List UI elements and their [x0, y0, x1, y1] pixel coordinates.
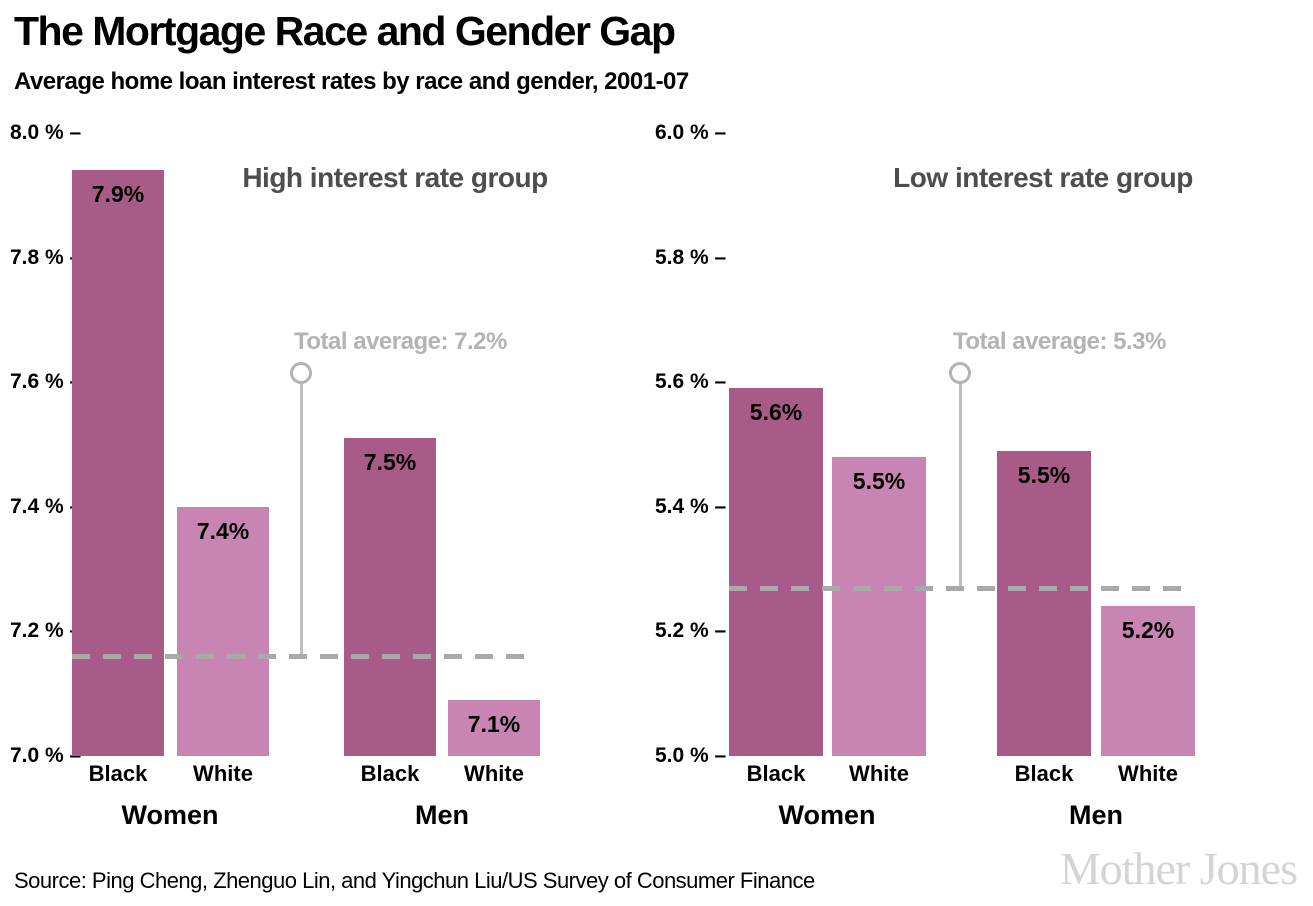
- bar-category-label: Black: [88, 761, 148, 786]
- y-axis-tick-label: 6.0 % –: [655, 121, 727, 144]
- average-annotation-stem: [959, 384, 962, 588]
- bar-category-label: White: [193, 761, 253, 786]
- y-axis-tick-label: 5.4 % –: [655, 494, 727, 518]
- y-axis-tick-label: 7.0 % –: [10, 744, 82, 767]
- group-label-women: Women: [778, 800, 876, 830]
- average-dashed-line: [72, 654, 537, 660]
- y-axis-tick-label: 7.6 % –: [10, 370, 82, 394]
- bar-women-black: [729, 388, 823, 756]
- average-annotation-stem: [300, 384, 303, 657]
- y-axis-tick-label: 5.0 % –: [655, 744, 727, 767]
- source-credit: Source: Ping Cheng, Zhenguo Lin, and Yin…: [14, 868, 815, 893]
- bar-category-label: White: [849, 761, 909, 786]
- y-axis-tick-label: 7.4 % –: [10, 494, 82, 518]
- bar-value-label: 5.2%: [1121, 617, 1175, 644]
- group-label-men: Men: [1069, 800, 1123, 830]
- bar-value-label: 5.6%: [749, 399, 803, 426]
- bar-category-label: White: [1118, 761, 1178, 786]
- bar-category-label: Black: [360, 761, 420, 786]
- average-dashed-line: [729, 585, 1193, 591]
- chart-title: High interest rate group: [242, 162, 548, 193]
- bar-women-white: [177, 506, 269, 756]
- bar-category-label: Black: [746, 761, 806, 786]
- average-annotation-marker: [949, 362, 971, 384]
- bar-men-black: [997, 450, 1091, 756]
- bar-women-white: [832, 456, 926, 756]
- y-axis-tick-label: 7.8 % –: [10, 245, 82, 269]
- bar-value-label: 7.4%: [196, 517, 250, 544]
- bar-women-black: [72, 170, 164, 756]
- y-axis-tick-label: 8.0 % –: [10, 121, 82, 144]
- page-title: The Mortgage Race and Gender Gap: [14, 8, 676, 54]
- bar-category-label: White: [464, 761, 524, 786]
- mother-jones-logo: Mother Jones: [1059, 843, 1298, 894]
- chart-title: Low interest rate group: [893, 162, 1193, 193]
- bar-value-label: 7.1%: [467, 710, 521, 737]
- y-axis-tick-label: 5.6 % –: [655, 370, 727, 394]
- bar-value-label: 7.9%: [91, 181, 145, 208]
- y-axis-tick-label: 7.2 % –: [10, 619, 82, 643]
- bar-men-white: [448, 699, 540, 756]
- y-axis-tick-label: 5.2 % –: [655, 619, 727, 643]
- bar-value-label: 7.5%: [363, 449, 417, 476]
- group-label-men: Men: [415, 800, 469, 830]
- bar-value-label: 5.5%: [1017, 461, 1071, 488]
- bar-men-black: [344, 438, 436, 756]
- page-subtitle: Average home loan interest rates by race…: [14, 68, 689, 95]
- bar-men-white: [1101, 606, 1195, 756]
- bar-category-label: Black: [1014, 761, 1074, 786]
- average-annotation-marker: [290, 362, 312, 384]
- y-axis-tick-label: 5.8 % –: [655, 245, 727, 269]
- average-annotation-label: Total average: 7.2%: [294, 328, 507, 355]
- average-annotation-label: Total average: 5.3%: [953, 328, 1166, 355]
- group-label-women: Women: [121, 800, 219, 830]
- bar-value-label: 5.5%: [852, 467, 906, 494]
